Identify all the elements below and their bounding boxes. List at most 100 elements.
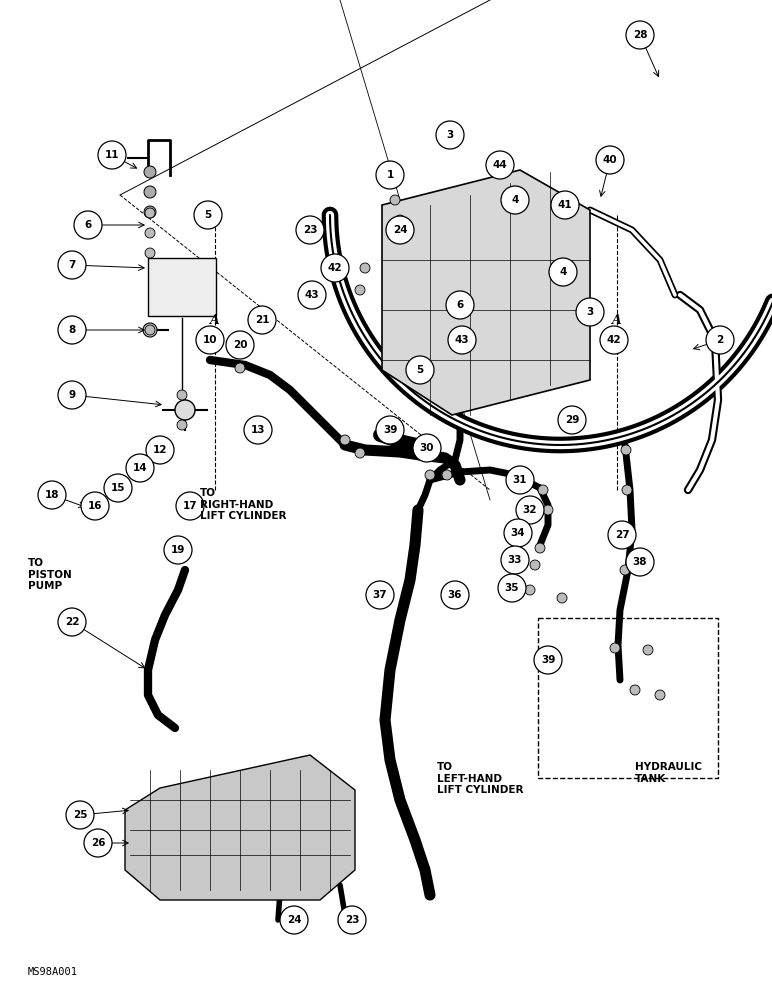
Circle shape xyxy=(501,186,529,214)
Circle shape xyxy=(498,574,526,602)
Circle shape xyxy=(551,191,579,219)
Text: 35: 35 xyxy=(505,583,520,593)
Circle shape xyxy=(622,485,632,495)
Text: 20: 20 xyxy=(232,340,247,350)
Circle shape xyxy=(226,331,254,359)
Circle shape xyxy=(145,325,155,335)
Text: 42: 42 xyxy=(607,335,621,345)
Circle shape xyxy=(626,548,654,576)
Text: 5: 5 xyxy=(416,365,424,375)
Circle shape xyxy=(413,434,441,462)
Circle shape xyxy=(620,530,630,540)
Text: 17: 17 xyxy=(183,501,198,511)
Text: 3: 3 xyxy=(446,130,454,140)
Text: 4: 4 xyxy=(511,195,519,205)
Circle shape xyxy=(145,208,155,218)
Text: HYDRAULIC
TANK: HYDRAULIC TANK xyxy=(635,762,702,784)
Circle shape xyxy=(144,166,156,178)
Circle shape xyxy=(296,216,324,244)
Circle shape xyxy=(406,356,434,384)
Text: 34: 34 xyxy=(511,528,525,538)
Text: 26: 26 xyxy=(91,838,105,848)
Text: 21: 21 xyxy=(255,315,269,325)
Text: 43: 43 xyxy=(305,290,320,300)
Circle shape xyxy=(390,195,400,205)
Circle shape xyxy=(538,485,548,495)
Text: 10: 10 xyxy=(203,335,217,345)
Circle shape xyxy=(146,436,174,464)
Circle shape xyxy=(176,492,204,520)
Circle shape xyxy=(74,211,102,239)
Circle shape xyxy=(376,161,404,189)
Text: 23: 23 xyxy=(345,915,359,925)
Bar xyxy=(538,618,718,778)
Text: 24: 24 xyxy=(393,225,408,235)
Polygon shape xyxy=(382,170,590,415)
Circle shape xyxy=(506,466,534,494)
Circle shape xyxy=(535,543,545,553)
Text: 19: 19 xyxy=(171,545,185,555)
Circle shape xyxy=(436,121,464,149)
Text: 18: 18 xyxy=(45,490,59,500)
Circle shape xyxy=(558,406,586,434)
Circle shape xyxy=(145,228,155,238)
Text: 8: 8 xyxy=(69,325,76,335)
Circle shape xyxy=(385,173,395,183)
Circle shape xyxy=(504,519,532,547)
Circle shape xyxy=(626,21,654,49)
Circle shape xyxy=(610,643,620,653)
Text: 31: 31 xyxy=(513,475,527,485)
Text: 15: 15 xyxy=(110,483,125,493)
Text: 32: 32 xyxy=(523,505,537,515)
Text: 22: 22 xyxy=(65,617,80,627)
Circle shape xyxy=(280,906,308,934)
Circle shape xyxy=(655,690,665,700)
Circle shape xyxy=(143,323,157,337)
Polygon shape xyxy=(125,755,355,900)
Text: 3: 3 xyxy=(587,307,594,317)
Circle shape xyxy=(66,801,94,829)
Circle shape xyxy=(194,201,222,229)
Text: 4: 4 xyxy=(559,267,567,277)
Text: TO
LEFT-HAND
LIFT CYLINDER: TO LEFT-HAND LIFT CYLINDER xyxy=(437,762,523,795)
Text: A: A xyxy=(612,314,622,326)
Text: A: A xyxy=(210,314,220,326)
Text: 43: 43 xyxy=(455,335,469,345)
Text: 38: 38 xyxy=(633,557,647,567)
Circle shape xyxy=(386,216,414,244)
Circle shape xyxy=(557,593,567,603)
Circle shape xyxy=(144,186,156,198)
Text: 24: 24 xyxy=(286,915,301,925)
Circle shape xyxy=(621,445,631,455)
Circle shape xyxy=(355,448,365,458)
Text: 6: 6 xyxy=(84,220,92,230)
Text: 28: 28 xyxy=(633,30,647,40)
Circle shape xyxy=(706,326,734,354)
Circle shape xyxy=(395,215,405,225)
Circle shape xyxy=(530,560,540,570)
Circle shape xyxy=(84,829,112,857)
Text: 12: 12 xyxy=(153,445,168,455)
Text: 25: 25 xyxy=(73,810,87,820)
Circle shape xyxy=(98,141,126,169)
Circle shape xyxy=(376,416,404,444)
Circle shape xyxy=(126,454,154,482)
Circle shape xyxy=(448,326,476,354)
Circle shape xyxy=(340,435,350,445)
Circle shape xyxy=(425,470,435,480)
Circle shape xyxy=(543,505,553,515)
Circle shape xyxy=(58,251,86,279)
Circle shape xyxy=(104,474,132,502)
Circle shape xyxy=(501,546,529,574)
Text: 36: 36 xyxy=(448,590,462,600)
Text: 42: 42 xyxy=(327,263,342,273)
Circle shape xyxy=(534,646,562,674)
Text: 39: 39 xyxy=(541,655,555,665)
Circle shape xyxy=(446,291,474,319)
Circle shape xyxy=(576,298,604,326)
Text: 1: 1 xyxy=(386,170,394,180)
Text: 11: 11 xyxy=(105,150,119,160)
Circle shape xyxy=(235,348,245,358)
Circle shape xyxy=(516,496,544,524)
Text: 41: 41 xyxy=(557,200,572,210)
